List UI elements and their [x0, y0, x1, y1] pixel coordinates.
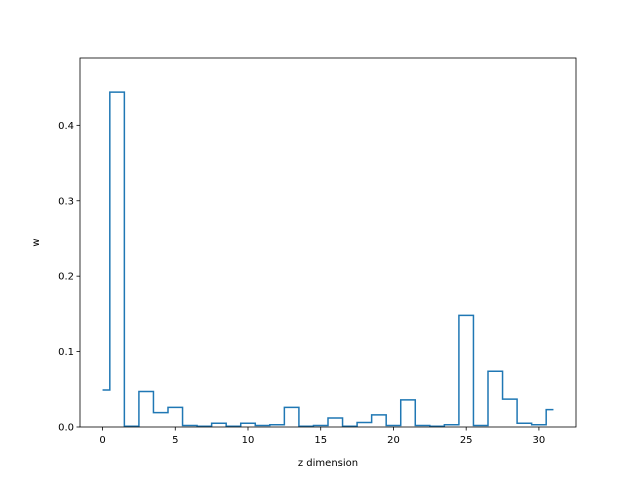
y-tick-label: 0.4 [58, 121, 74, 132]
y-tick-label: 0.0 [58, 423, 74, 434]
x-axis-ticks: 0 5 10 15 20 25 30 [99, 427, 545, 446]
y-tick-label: 0.3 [58, 196, 74, 207]
x-tick-label: 15 [314, 435, 327, 446]
x-tick-label: 5 [172, 435, 178, 446]
x-tick-label: 25 [460, 435, 473, 446]
series-layer [102, 91, 554, 427]
series-line-0 [102, 91, 554, 427]
x-tick-label: 0 [99, 435, 105, 446]
x-tick-label: 10 [242, 435, 255, 446]
y-axis-label: w [31, 238, 42, 246]
x-tick-label: 20 [387, 435, 400, 446]
y-axis-ticks: 0.0 0.1 0.2 0.3 0.4 [58, 121, 80, 434]
x-axis-label: z dimension [298, 458, 358, 469]
plot-frame [79, 57, 577, 428]
y-tick-label: 0.2 [58, 272, 74, 283]
x-tick-label: 30 [533, 435, 546, 446]
y-tick-label: 0.1 [58, 347, 74, 358]
